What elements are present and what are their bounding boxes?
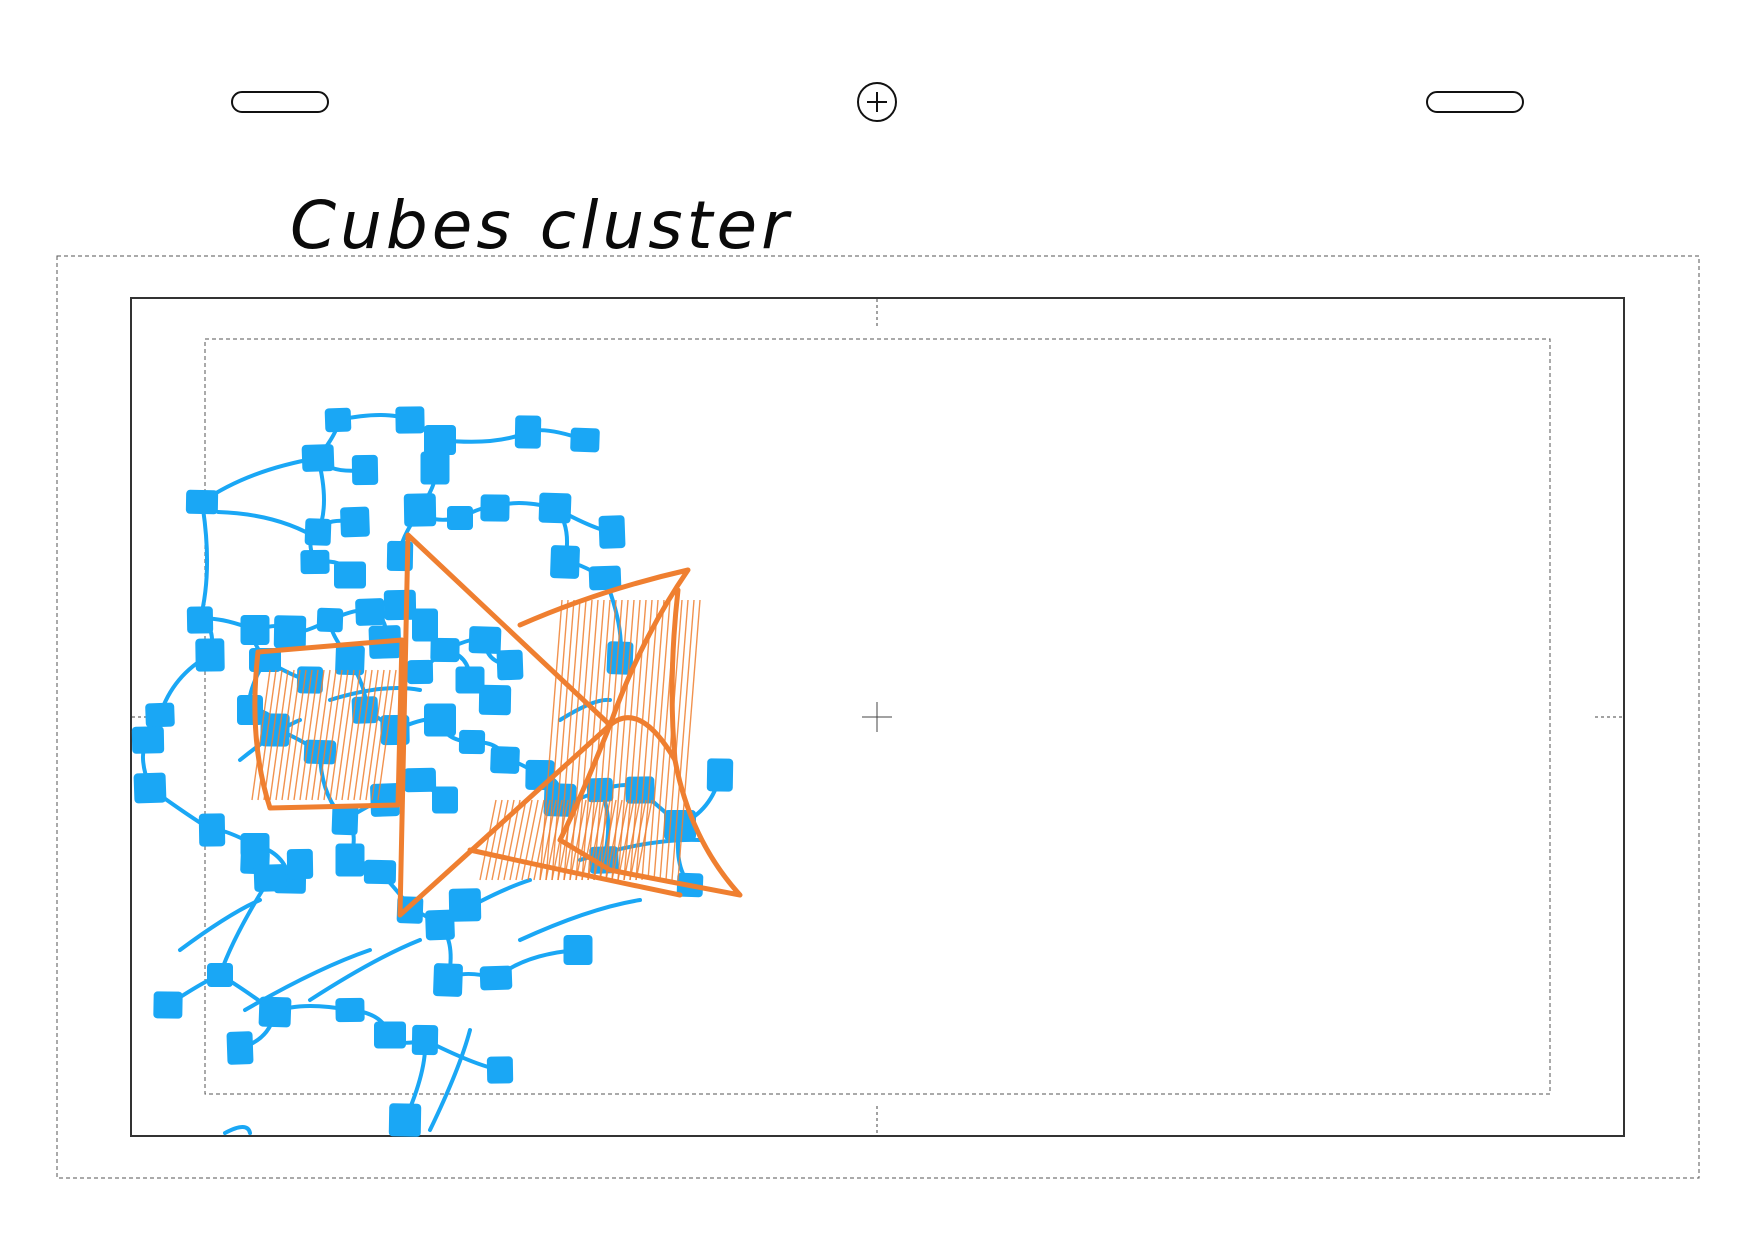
cube-node <box>185 489 219 515</box>
orange-shape <box>252 637 405 811</box>
cube-node <box>486 1056 514 1084</box>
cube-node <box>388 1103 422 1137</box>
safe-area-guide <box>204 338 1551 1095</box>
cube-node <box>240 615 270 645</box>
cube-node <box>455 666 485 694</box>
network-edge <box>328 685 422 702</box>
cube-node <box>432 786 458 814</box>
cube-node <box>253 864 287 892</box>
cube-node <box>570 427 600 453</box>
cube-node <box>406 659 434 685</box>
cube-node <box>334 561 366 589</box>
cube-node <box>550 545 580 579</box>
cube-node <box>625 776 655 804</box>
network-edge <box>223 1125 252 1135</box>
cube-node <box>395 406 425 434</box>
cube-node <box>598 515 626 549</box>
cube-node <box>447 506 473 530</box>
cube-node <box>316 607 344 633</box>
cube-node <box>300 549 330 575</box>
network-edge <box>308 938 422 1002</box>
network-edge <box>178 898 262 952</box>
right-handle[interactable] <box>1426 91 1524 113</box>
cube-node <box>563 935 593 965</box>
cube-node <box>496 649 524 681</box>
cube-node <box>335 644 365 676</box>
cube-node <box>430 637 460 663</box>
cube-node <box>424 425 456 455</box>
cube-node <box>403 767 437 793</box>
cube-node <box>226 1031 254 1065</box>
cube-node <box>420 451 450 485</box>
network-edge <box>198 500 210 622</box>
cube-node <box>363 859 397 885</box>
network-edge <box>518 898 642 942</box>
cube-node <box>458 729 486 755</box>
cube-node <box>186 606 214 634</box>
cube-node <box>351 454 379 486</box>
network-edge <box>200 456 320 504</box>
bleed-guide <box>56 255 1700 1179</box>
cube-node <box>538 492 572 524</box>
cube-node <box>153 991 183 1019</box>
cube-node <box>286 848 314 880</box>
cube-node <box>478 684 512 716</box>
cube-node <box>273 615 307 649</box>
cube-node <box>133 772 167 804</box>
sketch-layer <box>131 406 743 1137</box>
cube-node <box>335 843 365 877</box>
cube-node <box>425 909 455 941</box>
network-edge <box>216 510 322 542</box>
cube-node <box>370 783 400 817</box>
cube-node <box>412 608 438 642</box>
cube-node <box>479 965 513 991</box>
orange-shape <box>397 532 613 918</box>
cube-node <box>340 506 370 538</box>
cube-node <box>304 518 332 546</box>
cube-node <box>433 963 463 997</box>
cube-node <box>207 963 233 987</box>
cube-node <box>131 726 165 754</box>
cube-node <box>374 1021 406 1049</box>
cube-node <box>383 589 417 621</box>
cube-node <box>706 758 734 792</box>
cube-node <box>490 746 520 774</box>
frame-caption: Cubes cluster <box>290 187 792 264</box>
left-handle[interactable] <box>231 91 329 113</box>
orange-shape <box>467 847 683 898</box>
cube-node <box>237 695 263 725</box>
cube-node <box>335 997 365 1023</box>
add-circle-icon[interactable] <box>857 82 897 122</box>
cube-node <box>664 810 696 840</box>
cube-node <box>588 565 622 591</box>
cube-node <box>514 415 542 449</box>
cube-node <box>424 703 456 737</box>
cube-node <box>355 598 385 626</box>
hatch-fill <box>251 599 701 881</box>
cube-node <box>411 1024 439 1056</box>
cube-node <box>324 407 352 433</box>
cube-node <box>480 494 510 522</box>
panel-frame[interactable] <box>130 297 1625 1137</box>
network-edge <box>218 876 272 977</box>
cube-node <box>448 888 482 922</box>
cube-node <box>468 626 502 654</box>
cube-node <box>145 702 175 728</box>
cube-node <box>258 996 292 1028</box>
cube-node <box>198 813 226 847</box>
cube-node <box>606 641 634 675</box>
cube-node <box>195 638 225 672</box>
cube-node <box>331 804 359 836</box>
network-edge <box>428 1028 472 1132</box>
cube-node <box>301 444 335 472</box>
cube-node <box>260 713 290 747</box>
cube-node <box>403 493 437 527</box>
orange-shape <box>607 715 678 763</box>
